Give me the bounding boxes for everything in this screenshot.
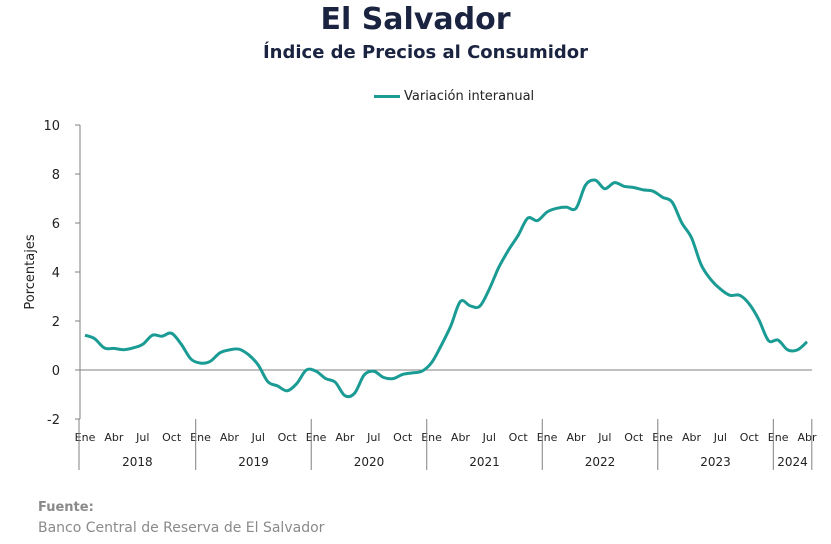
y-tick-label: 8 — [52, 168, 60, 183]
x-month-label: Oct — [162, 431, 182, 444]
legend-swatch — [374, 95, 400, 98]
x-year-label: 2024 — [777, 455, 808, 469]
x-month-label: Ene — [537, 431, 558, 444]
x-month-label: Oct — [509, 431, 529, 444]
x-month-label: Jul — [251, 431, 265, 444]
legend-label: Variación interanual — [404, 89, 535, 104]
y-tick-label: 2 — [52, 315, 60, 330]
x-month-label: Oct — [740, 431, 760, 444]
x-month-label: Jul — [713, 431, 727, 444]
chart-title: El Salvador — [320, 2, 511, 37]
x-month-label: Abr — [797, 431, 817, 444]
x-year-label: 2020 — [354, 455, 385, 469]
y-tick-label: 0 — [52, 364, 60, 379]
chart-subtitle: Índice de Precios al Consumidor — [262, 42, 589, 63]
x-month-label: Jul — [482, 431, 496, 444]
x-month-label: Ene — [306, 431, 327, 444]
x-year-label: 2022 — [585, 455, 616, 469]
x-month-label: Jul — [597, 431, 611, 444]
x-month-label: Ene — [652, 431, 673, 444]
series-line-variacion-interanual — [84, 178, 809, 399]
x-year-label: 2019 — [238, 455, 269, 469]
x-month-label: Abr — [566, 431, 586, 444]
x-year-label: 2023 — [700, 455, 731, 469]
x-month-label: Ene — [190, 431, 211, 444]
source-label: Fuente: — [38, 500, 94, 515]
legend: Variación interanual — [374, 89, 534, 104]
y-axis-title: Porcentajes — [23, 234, 38, 309]
x-month-label: Jul — [366, 431, 380, 444]
y-tick-label: -2 — [47, 413, 60, 428]
y-tick-label: 10 — [43, 119, 60, 134]
x-month-label: Abr — [682, 431, 702, 444]
y-tick-label: 4 — [52, 266, 60, 281]
x-month-label: Oct — [278, 431, 298, 444]
x-month-label: Abr — [104, 431, 124, 444]
x-month-label: Oct — [624, 431, 644, 444]
x-month-label: Ene — [768, 431, 789, 444]
x-month-label: Jul — [135, 431, 149, 444]
x-month-label: Ene — [75, 431, 96, 444]
x-year-label: 2021 — [469, 455, 500, 469]
source-text: Banco Central de Reserva de El Salvador — [38, 520, 325, 536]
x-month-label: Oct — [393, 431, 413, 444]
x-month-label: Abr — [451, 431, 471, 444]
x-month-label: Ene — [421, 431, 442, 444]
y-tick-label: 6 — [52, 217, 60, 232]
x-month-label: Abr — [335, 431, 355, 444]
x-month-label: Abr — [220, 431, 240, 444]
x-year-label: 2018 — [122, 455, 153, 469]
